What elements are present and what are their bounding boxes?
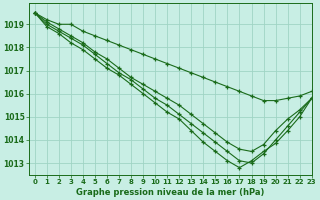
- X-axis label: Graphe pression niveau de la mer (hPa): Graphe pression niveau de la mer (hPa): [76, 188, 264, 197]
